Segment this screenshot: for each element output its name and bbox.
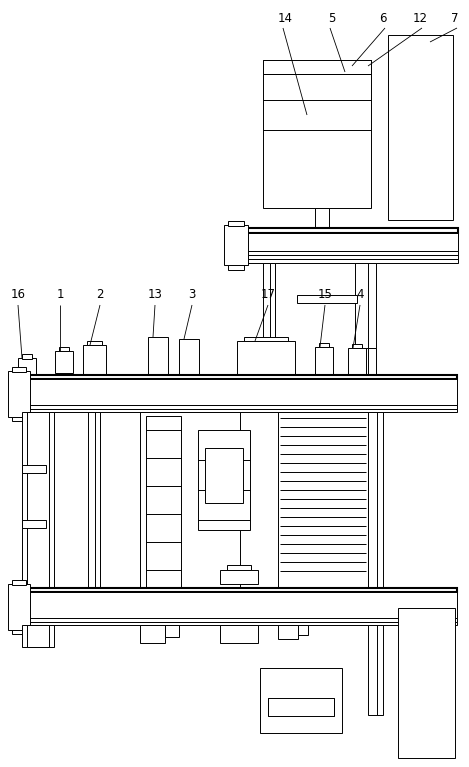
Bar [22, 375, 457, 379]
Bar [8, 371, 30, 417]
Bar [22, 412, 54, 612]
Bar [238, 233, 458, 251]
Bar [355, 348, 373, 403]
Bar [298, 625, 308, 635]
Bar [140, 625, 165, 643]
Bar [22, 625, 54, 647]
Bar [220, 570, 258, 584]
Text: 13: 13 [148, 288, 162, 301]
Bar [315, 208, 329, 230]
Text: 1: 1 [56, 288, 64, 301]
Bar [377, 625, 383, 715]
Bar [355, 263, 373, 348]
Bar [12, 417, 26, 421]
Bar [198, 430, 250, 530]
Text: 6: 6 [379, 12, 387, 25]
Bar [179, 339, 199, 375]
Bar [297, 295, 357, 303]
Bar [8, 584, 30, 630]
Text: 17: 17 [260, 288, 275, 301]
Bar [238, 259, 458, 263]
Bar [270, 263, 275, 348]
Bar [165, 625, 179, 637]
Bar [278, 412, 368, 587]
Bar [263, 263, 275, 348]
Bar [398, 608, 455, 758]
Bar [220, 625, 258, 643]
Bar [22, 588, 457, 592]
Bar [368, 263, 376, 348]
Bar [140, 412, 240, 612]
Bar [238, 255, 458, 259]
Bar [348, 348, 366, 375]
Bar [12, 367, 26, 372]
Bar [27, 412, 49, 612]
Bar [22, 592, 457, 618]
Bar [388, 35, 453, 220]
Bar [148, 337, 168, 375]
Bar [263, 348, 275, 403]
Bar [12, 630, 26, 634]
Text: 15: 15 [318, 288, 333, 301]
Bar [368, 412, 382, 587]
Bar [22, 405, 457, 409]
Bar [228, 265, 244, 270]
Bar [83, 345, 106, 375]
Bar [263, 60, 371, 74]
Bar [18, 358, 36, 380]
Bar [22, 379, 457, 405]
Bar [263, 60, 371, 208]
Bar [227, 565, 251, 570]
Text: 14: 14 [278, 12, 293, 25]
Text: 2: 2 [96, 288, 104, 301]
Bar [22, 622, 457, 625]
Bar [268, 698, 334, 716]
Bar [59, 347, 69, 351]
Bar [368, 348, 376, 403]
Bar [352, 344, 362, 348]
Bar [270, 348, 275, 403]
Bar [205, 448, 243, 503]
Bar [88, 412, 100, 612]
Text: 5: 5 [328, 12, 336, 25]
Bar [238, 228, 458, 233]
Bar [228, 221, 244, 226]
Bar [27, 625, 49, 647]
Bar [12, 580, 26, 585]
Text: 4: 4 [356, 288, 364, 301]
Bar [22, 409, 457, 412]
Bar [238, 251, 458, 255]
Bar [95, 412, 100, 612]
Bar [377, 412, 383, 587]
Bar [278, 625, 298, 639]
Text: 12: 12 [413, 12, 428, 25]
Bar [315, 347, 333, 375]
Bar [260, 668, 342, 733]
Bar [22, 520, 46, 528]
Text: 3: 3 [189, 288, 196, 301]
Text: 7: 7 [451, 12, 459, 25]
Bar [22, 618, 457, 622]
Bar [22, 354, 32, 359]
Bar [237, 341, 295, 375]
Bar [368, 625, 382, 715]
Bar [244, 337, 288, 341]
Bar [146, 416, 181, 612]
Bar [87, 341, 102, 345]
Bar [224, 225, 248, 265]
Bar [319, 343, 329, 347]
Text: 16: 16 [10, 288, 25, 301]
Bar [22, 465, 46, 473]
Bar [55, 351, 73, 373]
